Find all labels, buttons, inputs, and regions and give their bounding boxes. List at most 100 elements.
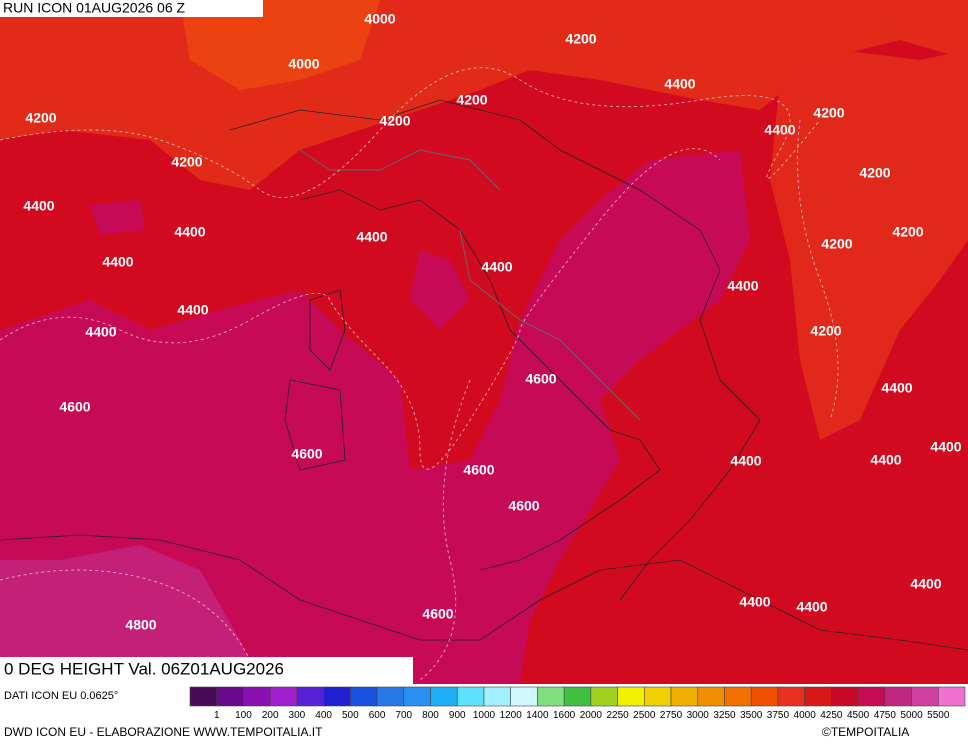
colorbar-label: 5000 <box>900 710 923 721</box>
contour-label: 4400 <box>910 576 941 592</box>
contour-label: 4400 <box>23 198 54 214</box>
color-swatch <box>456 686 485 707</box>
colorbar-label: 200 <box>262 710 279 721</box>
region <box>0 545 260 684</box>
contour-label: 4400 <box>356 229 387 245</box>
contour-label: 4400 <box>870 452 901 468</box>
color-swatch <box>777 686 805 707</box>
color-swatch <box>911 686 939 707</box>
color-swatch <box>857 686 886 707</box>
contour-label: 4800 <box>125 617 156 633</box>
contour-label: 4400 <box>727 278 758 294</box>
color-swatch <box>697 686 725 707</box>
color-swatch <box>724 686 752 707</box>
color-swatch <box>430 686 458 707</box>
contour-label: 4200 <box>171 154 202 170</box>
color-swatch <box>537 686 565 707</box>
contour-label: 4400 <box>730 453 761 469</box>
color-swatch <box>376 686 405 707</box>
contour-label: 4400 <box>739 594 770 610</box>
color-swatch <box>804 686 832 707</box>
colorbar-label: 100 <box>235 710 252 721</box>
border <box>299 149 641 421</box>
isoline <box>0 67 821 198</box>
colorbar: 1 100 200 300 400 500 600 700 800 900 1000 1200 1400… <box>189 686 966 721</box>
contour-label: 4400 <box>930 439 961 455</box>
colorbar-label: 2500 <box>633 710 656 721</box>
colorbar-label: 1000 <box>473 710 496 721</box>
color-swatch <box>296 686 324 707</box>
contour-label: 4200 <box>810 323 841 339</box>
title-box <box>0 657 413 684</box>
contour-label: 4200 <box>565 31 596 47</box>
contour-label: 4400 <box>102 254 133 270</box>
color-swatch <box>216 686 244 707</box>
contour-label: 4000 <box>288 56 319 72</box>
contour-label: 4400 <box>796 599 827 615</box>
isoline <box>0 569 251 661</box>
contour-label: 4400 <box>481 259 512 275</box>
region <box>90 200 145 235</box>
color-swatch <box>403 686 431 707</box>
run-box <box>0 0 263 17</box>
color-swatch <box>831 686 859 707</box>
colorbar-label: 4000 <box>794 710 817 721</box>
colorbar-label: 800 <box>422 710 439 721</box>
copyright: ©TEMPOITALIA <box>822 725 909 739</box>
colorbar-label: 1200 <box>500 710 523 721</box>
colorbar-label: 700 <box>395 710 412 721</box>
color-swatch <box>937 686 966 707</box>
colorbar-label: 300 <box>289 710 306 721</box>
contour-label: 4200 <box>379 113 410 129</box>
contour-label: 4400 <box>177 302 208 318</box>
colorbar-label: 1 <box>214 710 220 721</box>
credit: DWD ICON EU - ELABORAZIONE WWW.TEMPOITAL… <box>4 725 323 739</box>
color-swatch <box>884 686 912 707</box>
colorbar-label: 4750 <box>874 710 897 721</box>
region <box>410 250 470 330</box>
contour-label: 4600 <box>525 371 556 387</box>
contour-label: 4600 <box>59 399 90 415</box>
contour-label: 4600 <box>463 462 494 478</box>
contour-label: 4400 <box>174 224 205 240</box>
colorbar-label: 2250 <box>606 710 629 721</box>
contour-label: 4000 <box>364 11 395 27</box>
run-label: RUN ICON 01AUG2026 06 Z <box>3 0 186 16</box>
color-swatch <box>563 686 592 707</box>
color-swatch <box>269 686 298 707</box>
coastline <box>284 289 346 471</box>
contour-label: 4400 <box>85 324 116 340</box>
coastline <box>0 534 968 651</box>
colorbar-label: 600 <box>369 710 386 721</box>
colorbar-label: 3000 <box>687 710 710 721</box>
color-swatch <box>243 686 271 707</box>
contour-label: 4200 <box>892 224 923 240</box>
color-swatch <box>644 686 672 707</box>
colorbar-label: 5500 <box>927 710 950 721</box>
colorbar-label: 3500 <box>740 710 763 721</box>
color-swatch <box>510 686 538 707</box>
isoline <box>0 148 721 470</box>
color-swatch <box>590 686 618 707</box>
colorbar-label: 2000 <box>580 710 603 721</box>
coastline <box>229 99 761 601</box>
colorbar-label: 2750 <box>660 710 683 721</box>
contour-label: 4600 <box>508 498 539 514</box>
colorbar-label: 1600 <box>553 710 576 721</box>
contour-label: 4200 <box>813 105 844 121</box>
coastline <box>299 189 661 571</box>
color-swatch <box>483 686 511 707</box>
colorbar-label: 4250 <box>820 710 843 721</box>
region <box>770 50 968 440</box>
colorbar-label: 400 <box>315 710 332 721</box>
color-swatch <box>670 686 699 707</box>
map-title: 0 DEG HEIGHT Val. 06Z01AUG2026 <box>4 659 284 678</box>
colorbar-label: 500 <box>342 710 359 721</box>
region <box>180 0 380 90</box>
color-swatch <box>617 686 645 707</box>
contour-label: 4200 <box>859 165 890 181</box>
colorbar-label: 4500 <box>847 710 870 721</box>
contour-label: 4400 <box>664 76 695 92</box>
colorbar-label: 3750 <box>767 710 790 721</box>
